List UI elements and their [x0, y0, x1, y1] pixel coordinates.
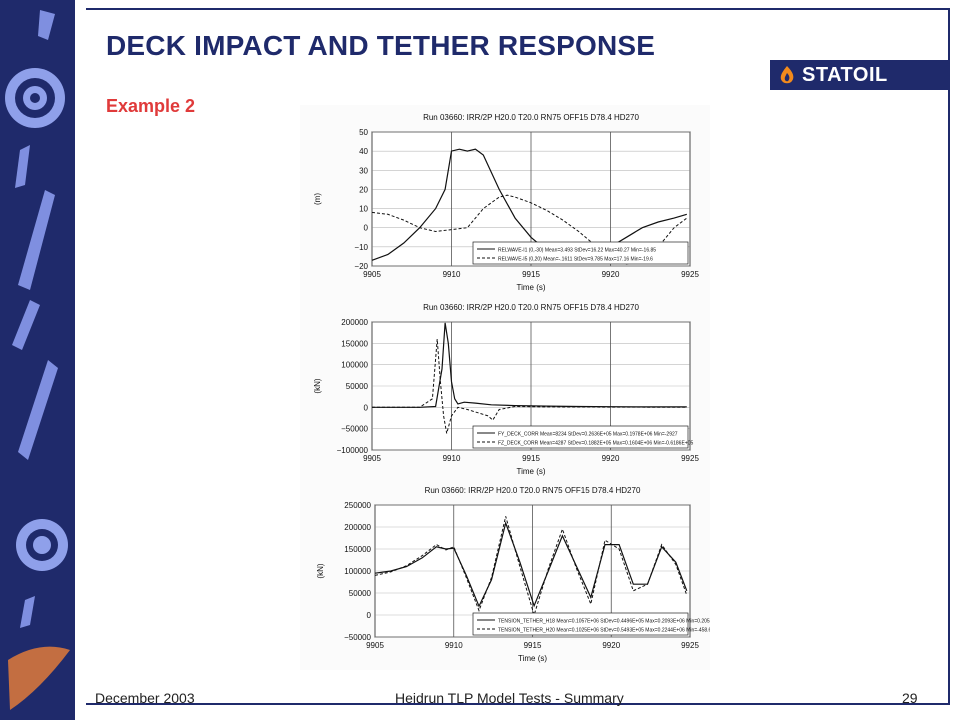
slide-subtitle: Example 2: [106, 96, 196, 116]
x-tick-label: 9925: [681, 641, 699, 650]
y-tick-label: −20: [354, 262, 368, 271]
y-tick-label: 10: [359, 205, 368, 214]
y-tick-label: −50000: [344, 633, 371, 642]
y-tick-label: 50000: [346, 382, 369, 391]
legend-entry: RELWAVE-I5 (0,20) Mean=-.1611 StDev=9.78…: [498, 257, 653, 263]
y-tick-label: 150000: [344, 545, 371, 554]
y-tick-label: 200000: [341, 318, 368, 327]
x-tick-label: 9920: [602, 270, 620, 279]
y-tick-label: −50000: [341, 425, 368, 434]
footer-date: December 2003: [95, 690, 195, 706]
series-line-1: [374, 520, 688, 608]
decorative-sidebar: [0, 0, 75, 720]
statoil-logo: STATOIL: [770, 60, 948, 90]
footer-page-number: 29: [902, 690, 918, 706]
y-tick-label: 100000: [341, 361, 368, 370]
series-line-1: [371, 148, 687, 261]
x-tick-label: 9905: [363, 454, 381, 463]
x-tick-label: 9915: [524, 641, 542, 650]
x-axis-label: Time (s): [516, 283, 545, 292]
y-tick-label: −100000: [337, 446, 369, 455]
x-axis-label: Time (s): [516, 467, 545, 476]
y-tick-label: 250000: [344, 501, 371, 510]
frame-top-line: [86, 8, 950, 10]
y-tick-label: 200000: [344, 523, 371, 532]
chart-svg: Run 03660: IRR/2P H20.0 T20.0 RN75 OFF15…: [313, 113, 724, 663]
y-tick-label: 100000: [344, 567, 371, 576]
y-axis-label: (kN): [316, 563, 325, 578]
y-tick-label: 150000: [341, 339, 368, 348]
y-tick-label: 20: [359, 185, 368, 194]
logo-text: STATOIL: [802, 63, 888, 86]
legend-entry: TENSION_TETHER_H20 Mean=0.1025E+06 StDev…: [498, 628, 710, 634]
x-tick-label: 9915: [522, 454, 540, 463]
series-line-1: [372, 322, 687, 408]
legend-entry: FZ_DECK_CORR Mean=4287 StDev=0.1882E+05 …: [498, 441, 693, 447]
time-series-charts: Run 03660: IRR/2P H20.0 T20.0 RN75 OFF15…: [300, 105, 724, 670]
x-tick-label: 9920: [602, 641, 620, 650]
y-tick-label: 0: [367, 611, 372, 620]
series-line-2: [374, 516, 688, 617]
x-axis-label: Time (s): [518, 654, 547, 663]
chart-title: Run 03660: IRR/2P H20.0 T20.0 RN75 OFF15…: [423, 303, 639, 312]
x-tick-label: 9910: [445, 641, 463, 650]
x-tick-label: 9925: [681, 454, 699, 463]
y-axis-label: (m): [313, 193, 322, 205]
chart-title: Run 03660: IRR/2P H20.0 T20.0 RN75 OFF15…: [425, 486, 641, 495]
legend-entry: RELWAVE-I1 (0,-30) Mean=3.493 StDev=16.2…: [498, 248, 656, 254]
legend-entry: FY_DECK_CORR Mean=8234 StDev=0.2636E+05 …: [498, 432, 678, 438]
x-tick-label: 9925: [681, 270, 699, 279]
slide-title: DECK IMPACT AND TETHER RESPONSE: [106, 30, 656, 61]
y-tick-label: 0: [364, 224, 369, 233]
y-axis-label: (kN): [313, 378, 322, 393]
x-tick-label: 9905: [363, 270, 381, 279]
x-tick-label: 9915: [522, 270, 540, 279]
y-tick-label: −10: [354, 243, 368, 252]
x-tick-label: 9905: [366, 641, 384, 650]
frame-bottom-line: [86, 703, 950, 705]
footer-presentation-title: Heidrun TLP Model Tests - Summary: [395, 690, 624, 706]
legend-entry: TENSION_TETHER_H18 Mean=0.1057E+06 StDev…: [498, 619, 710, 625]
x-tick-label: 9920: [602, 454, 620, 463]
flame-icon: [780, 66, 794, 84]
frame-right-line: [948, 8, 950, 705]
legend-box: [472, 241, 689, 265]
y-tick-label: 0: [364, 403, 369, 412]
y-tick-label: 50000: [349, 589, 372, 598]
x-tick-label: 9910: [443, 270, 461, 279]
series-line-2: [372, 339, 687, 434]
legend-box: [472, 425, 689, 449]
fossil-art-icon: [0, 0, 75, 720]
legend-box: [472, 612, 689, 636]
x-tick-label: 9910: [443, 454, 461, 463]
y-tick-label: 30: [359, 166, 368, 175]
chart-title: Run 03660: IRR/2P H20.0 T20.0 RN75 OFF15…: [423, 113, 639, 122]
y-tick-label: 40: [359, 147, 368, 156]
y-tick-label: 50: [359, 128, 368, 137]
